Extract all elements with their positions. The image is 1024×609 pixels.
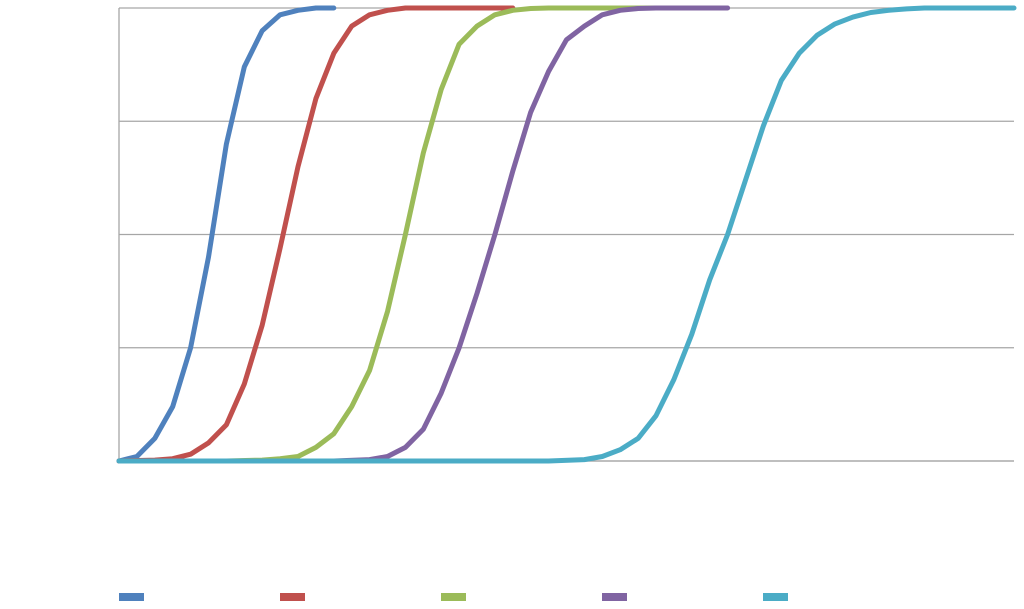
legend-swatch-5 — [763, 593, 788, 601]
legend-swatch-1 — [119, 593, 144, 601]
series-line-2 — [116, 5, 516, 464]
series-line-3 — [116, 5, 659, 464]
gridlines — [119, 7, 1014, 462]
legend-swatch-3 — [441, 593, 466, 601]
legend-swatch-2 — [280, 593, 305, 601]
series-lines — [116, 5, 1017, 464]
series-line-1 — [116, 5, 337, 464]
legend — [119, 593, 788, 601]
legend-swatch-4 — [602, 593, 627, 601]
series-line-4 — [116, 5, 731, 464]
series-line-5 — [116, 5, 1017, 464]
